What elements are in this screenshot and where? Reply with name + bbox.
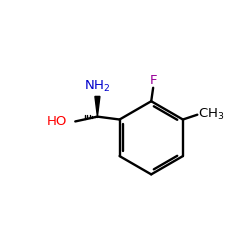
Text: CH$_3$: CH$_3$ (198, 107, 225, 122)
Text: NH$_2$: NH$_2$ (84, 78, 110, 94)
Text: HO: HO (47, 115, 68, 128)
Polygon shape (95, 96, 100, 116)
Text: F: F (150, 74, 157, 87)
